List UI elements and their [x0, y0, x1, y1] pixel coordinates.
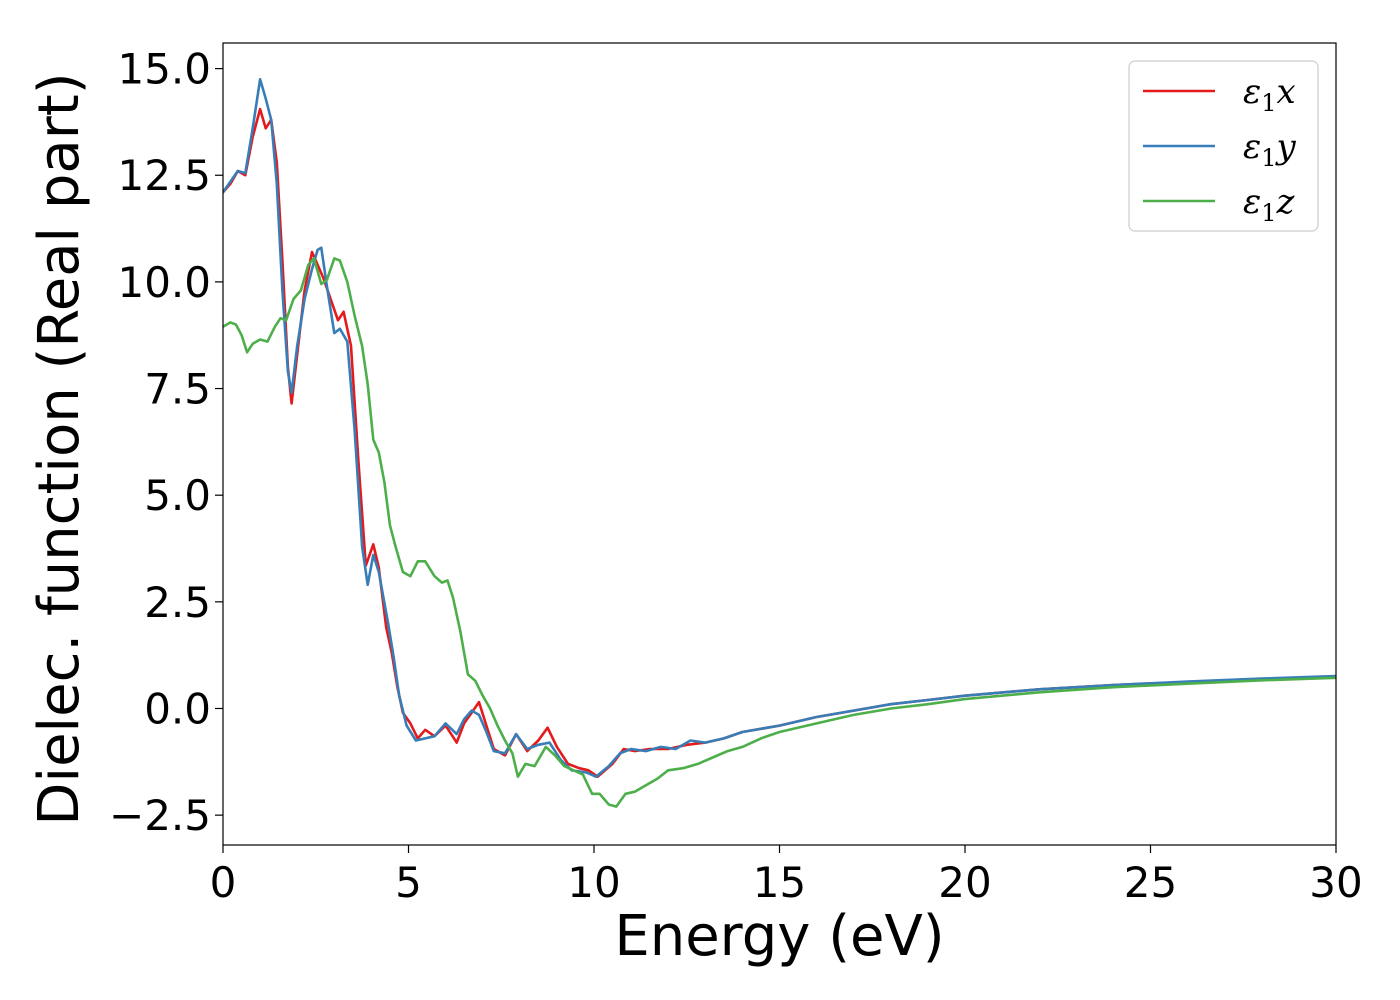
y-tick-label: 10.0: [117, 258, 211, 307]
x-tick-label: 30: [1309, 858, 1362, 907]
x-tick-label: 5: [395, 858, 422, 907]
y-axis: −2.5 0.0 2.5 5.0 7.5 10.0 12.5 15.0: [109, 45, 223, 840]
legend-label-y: ε1y: [1243, 127, 1297, 172]
x-tick-label: 0: [210, 858, 237, 907]
x-tick-label: 20: [938, 858, 991, 907]
y-axis-title: Dielec. function (Real part): [27, 72, 92, 825]
y-tick-label: 2.5: [144, 578, 211, 627]
x-tick-label: 15: [753, 858, 806, 907]
y-tick-label: 7.5: [144, 365, 211, 414]
legend: ε1x ε1y ε1z: [1128, 60, 1319, 232]
y-tick-label: −2.5: [109, 791, 211, 840]
legend-label-z: ε1z: [1243, 182, 1296, 227]
legend-label-x: ε1x: [1243, 72, 1296, 117]
series-layer: [223, 78, 1336, 808]
x-tick-label: 10: [567, 858, 620, 907]
series-line-y: [223, 78, 1336, 778]
y-tick-label: 5.0: [144, 471, 211, 520]
y-tick-label: 15.0: [117, 45, 211, 94]
y-tick-label: 0.0: [144, 684, 211, 733]
series-line-z: [223, 257, 1336, 808]
x-axis-title: Energy (eV): [614, 904, 944, 969]
x-tick-label: 25: [1124, 858, 1177, 907]
x-axis: 0 5 10 15 20 25 30: [210, 845, 1363, 907]
y-tick-label: 12.5: [117, 151, 211, 200]
legend-box: [1128, 60, 1319, 232]
